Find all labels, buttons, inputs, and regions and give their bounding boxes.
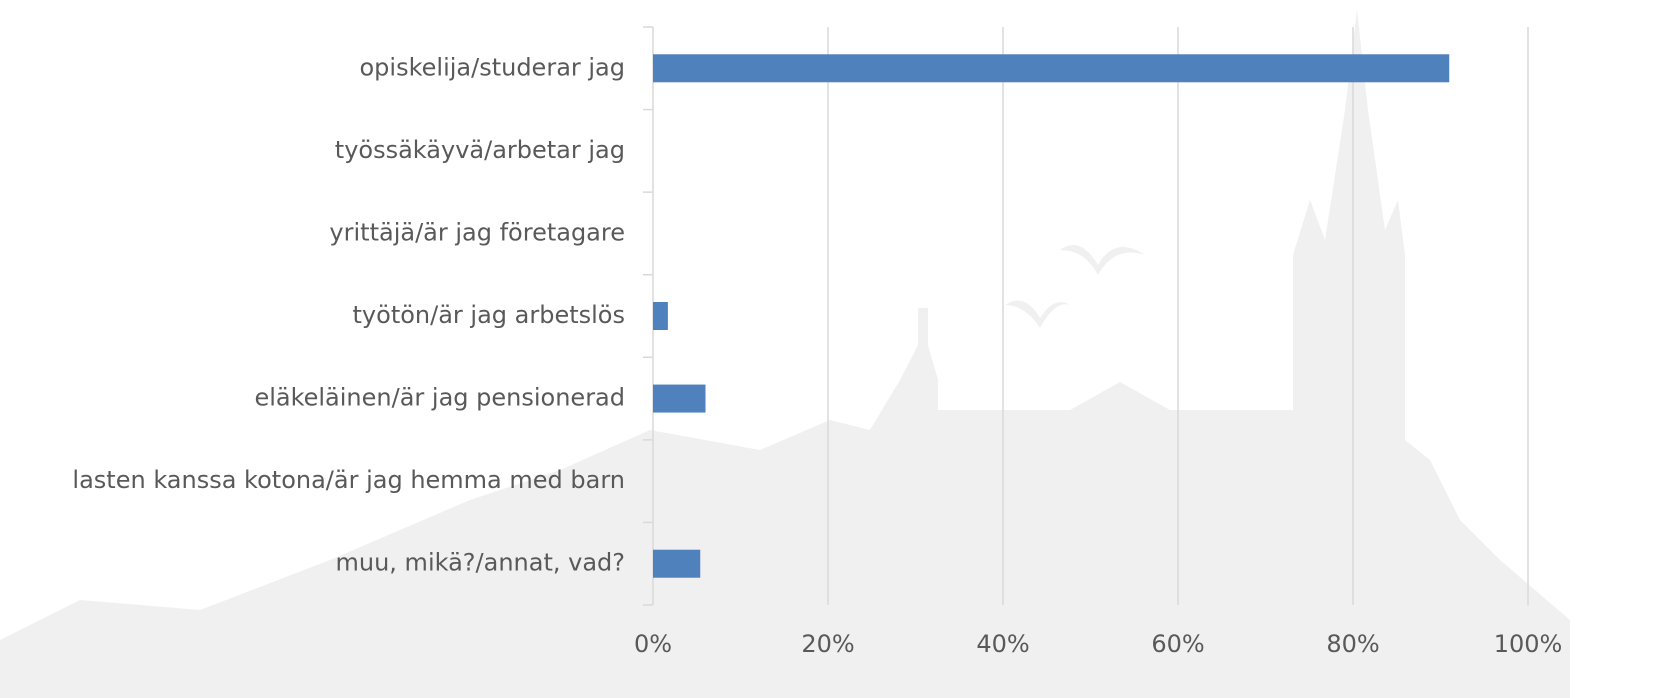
y-tick-label: muu, mikä?/annat, vad? xyxy=(336,549,626,577)
y-tick-label: eläkeläinen/är jag pensionerad xyxy=(254,384,625,412)
y-tick-label: työssäkäyvä/arbetar jag xyxy=(335,136,625,164)
chart: 0% 20% 40% 60% 80% 100% opiskelija/studerar ja… xyxy=(0,0,1659,698)
y-tick-label: opiskelija/studerar jag xyxy=(360,53,626,81)
page: 0% 20% 40% 60% 80% 100% opiskelija/studerar ja… xyxy=(0,0,1659,698)
bar xyxy=(653,385,706,413)
watermark-bird xyxy=(1060,245,1145,275)
bar xyxy=(653,54,1449,82)
x-tick-label: 0% xyxy=(634,630,672,658)
x-tick-label: 20% xyxy=(801,630,854,658)
x-tick-label: 40% xyxy=(976,630,1029,658)
x-tick-label: 60% xyxy=(1151,630,1204,658)
y-tick-label: työtön/är jag arbetslös xyxy=(353,301,625,329)
x-tick-label: 100% xyxy=(1494,630,1563,658)
background-watermark xyxy=(0,10,1570,698)
bar xyxy=(653,302,668,330)
watermark-castle xyxy=(0,10,1570,698)
y-tick-label: yrittäjä/är jag företagare xyxy=(329,218,625,246)
x-tick-label: 80% xyxy=(1326,630,1379,658)
watermark-bird xyxy=(1005,301,1070,328)
y-tick-label: lasten kanssa kotona/är jag hemma med ba… xyxy=(72,466,625,494)
bar xyxy=(653,550,700,578)
